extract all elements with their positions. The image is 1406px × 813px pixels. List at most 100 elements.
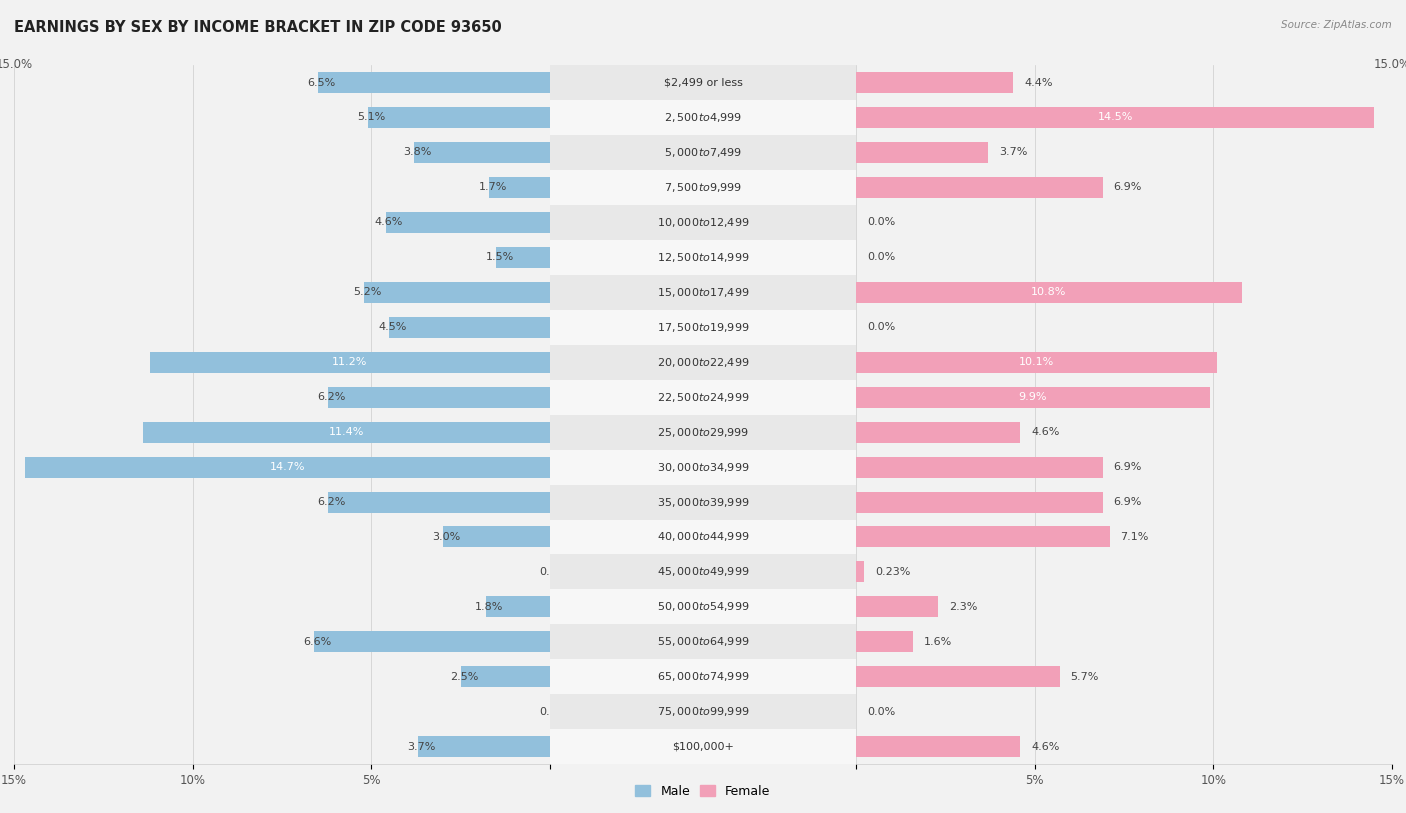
Text: $50,000 to $54,999: $50,000 to $54,999 [657,601,749,613]
Bar [550,554,856,589]
Bar [0,415,550,450]
Bar [856,142,988,163]
Bar [0,485,550,520]
Bar [856,177,1102,198]
Text: $25,000 to $29,999: $25,000 to $29,999 [657,426,749,438]
Bar [0,170,856,205]
Bar [0,589,550,624]
Text: $30,000 to $34,999: $30,000 to $34,999 [657,461,749,473]
Bar [0,694,856,729]
Bar [856,422,1021,442]
Text: 11.2%: 11.2% [332,357,367,367]
Bar [550,450,1406,485]
Bar [0,275,856,310]
Text: 14.5%: 14.5% [1098,112,1133,123]
Bar [0,170,550,205]
Text: 1.8%: 1.8% [475,602,503,612]
Bar [496,247,550,267]
Text: $55,000 to $64,999: $55,000 to $64,999 [657,636,749,648]
Bar [856,107,1374,128]
Bar [550,170,856,205]
Text: 0.0%: 0.0% [868,706,896,717]
Text: 0.0%: 0.0% [868,217,896,228]
Text: 11.4%: 11.4% [329,427,364,437]
Bar [550,450,856,485]
Text: 6.5%: 6.5% [307,77,335,88]
Bar [550,694,1406,729]
Bar [0,310,856,345]
Bar [550,659,856,694]
Bar [0,205,856,240]
Bar [856,492,1102,512]
Text: 3.8%: 3.8% [404,147,432,158]
Bar [856,562,865,582]
Bar [550,135,856,170]
Bar [0,450,856,485]
Text: 5.7%: 5.7% [1070,672,1099,682]
Text: 2.3%: 2.3% [949,602,977,612]
Bar [550,485,856,520]
Text: $35,000 to $39,999: $35,000 to $39,999 [657,496,749,508]
Text: $75,000 to $99,999: $75,000 to $99,999 [657,706,749,718]
Text: 15.0%: 15.0% [0,58,32,71]
Bar [550,485,1406,520]
Bar [0,485,856,520]
Bar [0,415,856,450]
Text: 6.6%: 6.6% [304,637,332,647]
Bar [550,589,856,624]
Bar [550,729,856,764]
Bar [550,624,856,659]
Bar [0,729,550,764]
Bar [0,624,856,659]
Bar [856,72,1014,93]
Bar [0,694,550,729]
Text: 4.4%: 4.4% [1024,77,1053,88]
Bar [0,240,550,275]
Text: 3.0%: 3.0% [432,532,460,542]
Text: 0.0%: 0.0% [868,252,896,263]
Text: 0.23%: 0.23% [875,567,911,577]
Text: $100,000+: $100,000+ [672,741,734,752]
Text: 14.7%: 14.7% [270,462,305,472]
Bar [550,310,1406,345]
Bar [856,737,1021,757]
Text: 4.6%: 4.6% [1031,741,1060,752]
Bar [550,520,856,554]
Bar [550,380,856,415]
Bar [550,694,856,729]
Bar [550,624,1406,659]
Bar [368,107,550,128]
Text: $7,500 to $9,999: $7,500 to $9,999 [664,181,742,193]
Text: 9.9%: 9.9% [1019,392,1047,402]
Bar [550,345,1406,380]
Bar [856,632,914,652]
Bar [0,345,550,380]
Bar [0,135,550,170]
Bar [0,380,856,415]
Bar [550,205,1406,240]
Bar [0,520,550,554]
Text: 6.2%: 6.2% [318,392,346,402]
Bar [485,597,550,617]
Bar [364,282,550,302]
Text: 10.8%: 10.8% [1032,287,1067,298]
Text: $10,000 to $12,499: $10,000 to $12,499 [657,216,749,228]
Bar [0,554,550,589]
Bar [0,659,856,694]
Bar [550,415,856,450]
Bar [0,729,856,764]
Bar [0,205,550,240]
Bar [550,310,856,345]
Bar [150,352,550,372]
Text: 0.0%: 0.0% [538,706,568,717]
Bar [550,729,1406,764]
Text: 4.5%: 4.5% [378,322,406,333]
Bar [550,240,856,275]
Bar [550,170,1406,205]
Text: 1.5%: 1.5% [485,252,513,263]
Text: 6.9%: 6.9% [1114,462,1142,472]
Text: 1.7%: 1.7% [478,182,506,193]
Text: $17,500 to $19,999: $17,500 to $19,999 [657,321,749,333]
Text: 1.6%: 1.6% [924,637,952,647]
Bar [329,387,550,407]
